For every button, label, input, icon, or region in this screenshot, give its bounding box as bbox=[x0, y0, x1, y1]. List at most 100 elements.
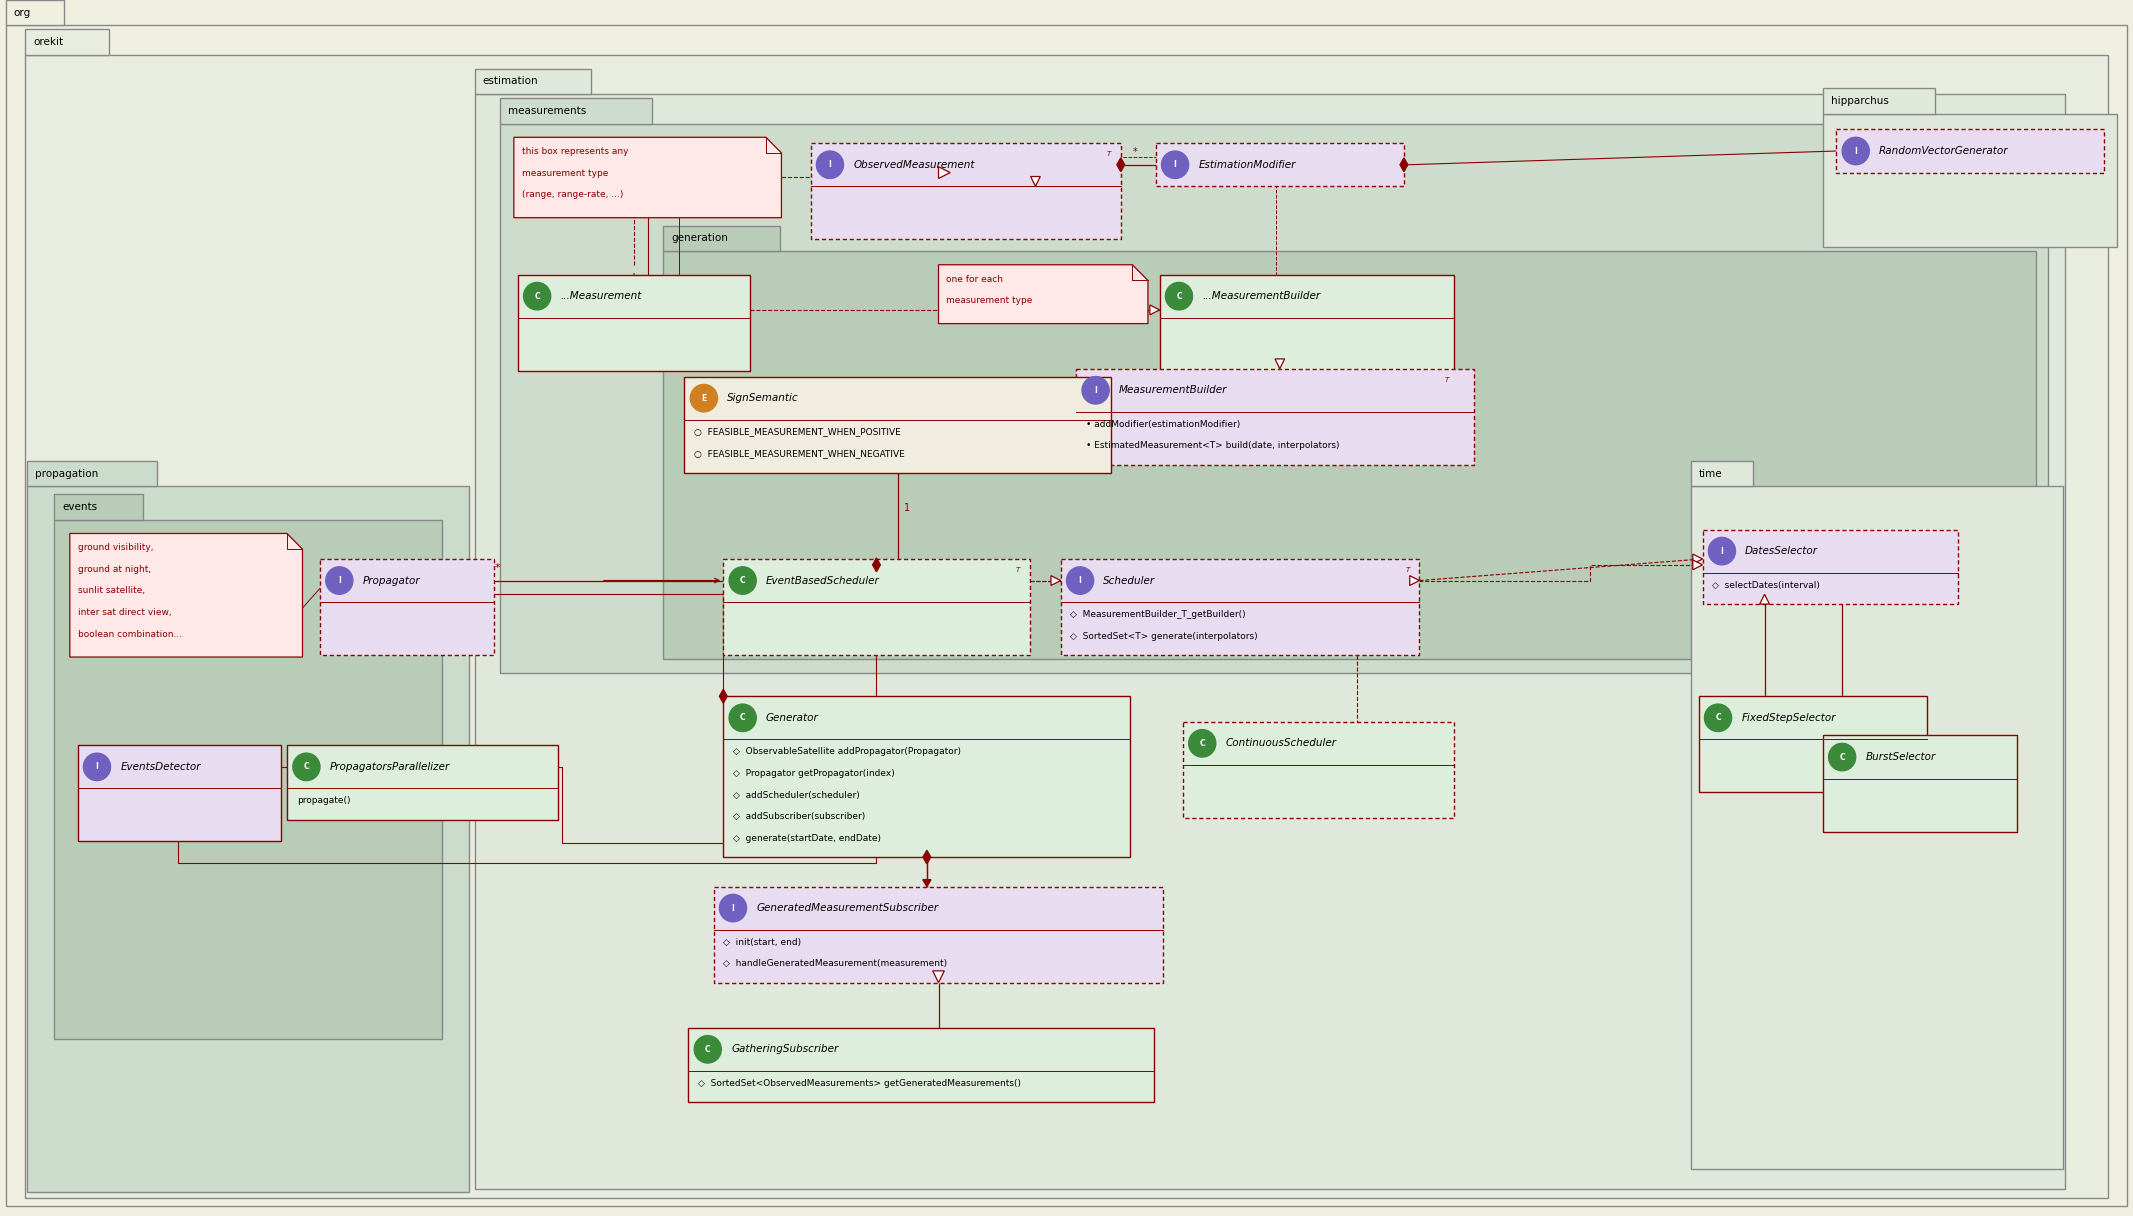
Text: events: events bbox=[62, 502, 98, 512]
Text: ◇  ObservableSatellite addPropagator(Propagator): ◇ ObservableSatellite addPropagator(Prop… bbox=[734, 748, 962, 756]
Circle shape bbox=[719, 894, 747, 922]
Text: 1: 1 bbox=[904, 503, 911, 513]
Text: one for each: one for each bbox=[947, 275, 1003, 283]
Bar bbox=[26, 29, 109, 55]
Text: ◇  generate(startDate, endDate): ◇ generate(startDate, endDate) bbox=[734, 833, 881, 843]
Text: Generator: Generator bbox=[766, 713, 819, 722]
Bar bbox=[518, 275, 751, 371]
Bar bbox=[811, 143, 1120, 240]
Bar bbox=[663, 250, 2037, 659]
Text: C: C bbox=[740, 576, 747, 585]
Bar bbox=[1060, 559, 1418, 655]
Text: org: org bbox=[13, 7, 30, 18]
Polygon shape bbox=[1399, 158, 1408, 171]
Bar bbox=[476, 94, 2065, 1188]
Bar bbox=[1160, 275, 1455, 371]
Text: Scheduler: Scheduler bbox=[1103, 575, 1156, 586]
Bar bbox=[288, 745, 559, 820]
Text: ○  FEASIBLE_MEASUREMENT_WHEN_POSITIVE: ○ FEASIBLE_MEASUREMENT_WHEN_POSITIVE bbox=[693, 428, 900, 437]
Bar bbox=[1837, 129, 2103, 173]
Text: ContinuousScheduler: ContinuousScheduler bbox=[1226, 738, 1337, 748]
Polygon shape bbox=[872, 558, 881, 572]
Circle shape bbox=[729, 567, 757, 595]
Text: I: I bbox=[1079, 576, 1081, 585]
Bar bbox=[1691, 486, 2063, 1169]
Circle shape bbox=[1828, 743, 1856, 771]
Polygon shape bbox=[1694, 559, 1702, 570]
Text: C: C bbox=[704, 1045, 710, 1054]
Text: • EstimatedMeasurement<T> build(date, interpolators): • EstimatedMeasurement<T> build(date, in… bbox=[1086, 441, 1340, 450]
Text: ◇  SortedSet<T> generate(interpolators): ◇ SortedSet<T> generate(interpolators) bbox=[1071, 631, 1258, 641]
Text: C: C bbox=[1839, 753, 1845, 761]
Text: T: T bbox=[1107, 151, 1111, 157]
Text: ○  FEASIBLE_MEASUREMENT_WHEN_NEGATIVE: ○ FEASIBLE_MEASUREMENT_WHEN_NEGATIVE bbox=[693, 449, 904, 458]
Text: EventBasedScheduler: EventBasedScheduler bbox=[766, 575, 879, 586]
Bar bbox=[320, 559, 495, 655]
Polygon shape bbox=[1052, 575, 1060, 585]
Polygon shape bbox=[1118, 158, 1124, 171]
Text: I: I bbox=[1173, 161, 1177, 169]
Circle shape bbox=[1066, 567, 1094, 595]
Text: hipparchus: hipparchus bbox=[1830, 96, 1888, 106]
Text: *: * bbox=[1133, 147, 1137, 157]
Text: ◇  addSubscriber(subscriber): ◇ addSubscriber(subscriber) bbox=[734, 812, 866, 821]
Text: C: C bbox=[303, 762, 309, 771]
Text: orekit: orekit bbox=[32, 38, 64, 47]
Polygon shape bbox=[1276, 359, 1284, 368]
Bar bbox=[77, 745, 282, 841]
Text: I: I bbox=[1094, 385, 1096, 395]
Bar bbox=[53, 494, 143, 519]
Text: measurements: measurements bbox=[508, 106, 587, 116]
Text: T: T bbox=[1406, 567, 1410, 573]
Polygon shape bbox=[924, 850, 930, 863]
Text: ...MeasurementBuilder: ...MeasurementBuilder bbox=[1203, 291, 1320, 302]
Text: ◇  SortedSet<ObservedMeasurements> getGeneratedMeasurements(): ◇ SortedSet<ObservedMeasurements> getGen… bbox=[697, 1079, 1022, 1087]
Bar bbox=[53, 519, 442, 1040]
Text: ◇  handleGeneratedMeasurement(measurement): ◇ handleGeneratedMeasurement(measurement… bbox=[723, 959, 947, 968]
Bar bbox=[476, 68, 591, 94]
Text: measurement type: measurement type bbox=[947, 297, 1032, 305]
Text: ◇  Propagator getPropagator(index): ◇ Propagator getPropagator(index) bbox=[734, 769, 894, 778]
Text: C: C bbox=[533, 292, 540, 300]
Text: FixedStepSelector: FixedStepSelector bbox=[1741, 713, 1837, 722]
Text: I: I bbox=[337, 576, 341, 585]
Bar bbox=[501, 124, 2048, 672]
Text: (range, range-rate, ...): (range, range-rate, ...) bbox=[523, 190, 623, 199]
Text: I: I bbox=[1721, 547, 1723, 556]
Polygon shape bbox=[719, 689, 727, 703]
Text: *: * bbox=[495, 563, 499, 573]
Bar bbox=[663, 225, 779, 250]
Text: C: C bbox=[740, 714, 747, 722]
Text: I: I bbox=[1854, 146, 1858, 156]
Text: boolean combination...: boolean combination... bbox=[77, 630, 181, 638]
Polygon shape bbox=[1150, 305, 1160, 315]
Text: C: C bbox=[1199, 739, 1205, 748]
Text: SignSemantic: SignSemantic bbox=[727, 393, 798, 404]
Text: ◇  MeasurementBuilder_T_getBuilder(): ◇ MeasurementBuilder_T_getBuilder() bbox=[1071, 610, 1246, 619]
Text: propagation: propagation bbox=[34, 468, 98, 479]
Circle shape bbox=[1704, 704, 1732, 732]
Bar bbox=[1077, 368, 1474, 465]
Circle shape bbox=[1843, 137, 1869, 164]
Text: sunlit satellite,: sunlit satellite, bbox=[77, 586, 145, 596]
Bar bbox=[1184, 722, 1455, 818]
Text: ◇  selectDates(interval): ◇ selectDates(interval) bbox=[1713, 580, 1819, 590]
Text: DatesSelector: DatesSelector bbox=[1745, 546, 1817, 556]
Bar bbox=[723, 697, 1130, 857]
Polygon shape bbox=[1030, 176, 1041, 186]
Bar bbox=[28, 461, 158, 486]
Circle shape bbox=[1162, 151, 1188, 179]
Polygon shape bbox=[1410, 575, 1418, 585]
Text: this box represents any: this box represents any bbox=[523, 147, 627, 156]
Bar bbox=[1824, 89, 1935, 114]
Bar bbox=[715, 886, 1162, 983]
Bar bbox=[1824, 114, 2118, 247]
Text: Propagator: Propagator bbox=[363, 575, 420, 586]
Circle shape bbox=[83, 753, 111, 781]
Text: I: I bbox=[732, 903, 734, 912]
Bar bbox=[1156, 143, 1404, 186]
Bar bbox=[1702, 529, 1958, 604]
Text: GeneratedMeasurementSubscriber: GeneratedMeasurementSubscriber bbox=[757, 903, 939, 913]
Circle shape bbox=[1081, 377, 1109, 404]
Text: ◇  init(start, end): ◇ init(start, end) bbox=[723, 938, 802, 946]
